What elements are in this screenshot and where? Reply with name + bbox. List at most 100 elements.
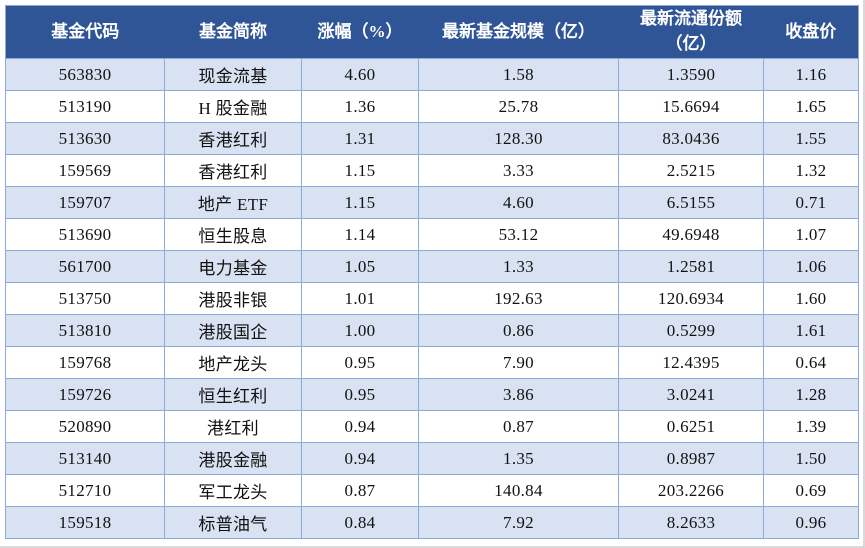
cell-scale: 192.63 [418, 282, 619, 315]
cell-close: 1.32 [763, 154, 859, 187]
cell-share: 1.2581 [618, 250, 764, 283]
cell-scale: 7.92 [418, 506, 619, 539]
cell-name: 恒生股息 [164, 218, 302, 251]
cell-share: 12.4395 [618, 346, 764, 379]
cell-name: 地产 ETF [164, 186, 302, 219]
table-row: 512710 军工龙头 0.87 140.84 203.2266 0.69 [5, 474, 859, 507]
column-header-label: 基金代码 [51, 21, 120, 41]
cell-name: 港股金融 [164, 442, 302, 475]
cell-scale: 3.86 [418, 378, 619, 411]
cell-name: 地产龙头 [164, 346, 302, 379]
cell-close: 1.16 [763, 58, 859, 91]
column-header: 收盘价 [763, 5, 859, 59]
cell-code: 513810 [5, 314, 165, 347]
cell-change: 0.95 [301, 378, 419, 411]
cell-close: 1.07 [763, 218, 859, 251]
column-header: 基金代码 [5, 5, 165, 59]
column-header: 涨幅（%） [301, 5, 419, 59]
cell-change: 0.84 [301, 506, 419, 539]
cell-close: 1.50 [763, 442, 859, 475]
cell-code: 513750 [5, 282, 165, 315]
cell-code: 513630 [5, 122, 165, 155]
table-row: 520890 港红利 0.94 0.87 0.6251 1.39 [5, 410, 859, 443]
cell-change: 1.05 [301, 250, 419, 283]
cell-scale: 1.58 [418, 58, 619, 91]
table-row: 159768 地产龙头 0.95 7.90 12.4395 0.64 [5, 346, 859, 379]
cell-share: 0.8987 [618, 442, 764, 475]
table-row: 563830 现金流基 4.60 1.58 1.3590 1.16 [5, 58, 859, 91]
cell-scale: 128.30 [418, 122, 619, 155]
table-row: 159726 恒生红利 0.95 3.86 3.0241 1.28 [5, 378, 859, 411]
cell-code: 159768 [5, 346, 165, 379]
cell-share: 1.3590 [618, 58, 764, 91]
cell-close: 0.71 [763, 186, 859, 219]
column-header-label: 最新流通份额（亿） [640, 9, 742, 53]
cell-name: 港股非银 [164, 282, 302, 315]
cell-name: 现金流基 [164, 58, 302, 91]
table-row: 513750 港股非银 1.01 192.63 120.6934 1.60 [5, 282, 859, 315]
cell-change: 1.15 [301, 154, 419, 187]
cell-name: 恒生红利 [164, 378, 302, 411]
cell-close: 1.06 [763, 250, 859, 283]
header-row: 基金代码 基金简称 涨幅（%） 最新基金规模（亿） 最新流通份额（亿） 收盘价 [5, 5, 859, 59]
cell-change: 0.94 [301, 442, 419, 475]
cell-code: 520890 [5, 410, 165, 443]
cell-share: 2.5215 [618, 154, 764, 187]
cell-scale: 1.33 [418, 250, 619, 283]
cell-code: 513690 [5, 218, 165, 251]
column-header: 最新基金规模（亿） [418, 5, 619, 59]
cell-code: 159569 [5, 154, 165, 187]
cell-code: 563830 [5, 58, 165, 91]
table-row: 159569 香港红利 1.15 3.33 2.5215 1.32 [5, 154, 859, 187]
cell-share: 3.0241 [618, 378, 764, 411]
cell-share: 0.5299 [618, 314, 764, 347]
column-header-label: 收盘价 [785, 21, 837, 41]
cell-name: 标普油气 [164, 506, 302, 539]
cell-close: 1.39 [763, 410, 859, 443]
cell-close: 0.96 [763, 506, 859, 539]
cell-change: 0.94 [301, 410, 419, 443]
cell-share: 203.2266 [618, 474, 764, 507]
cell-code: 561700 [5, 250, 165, 283]
cell-close: 1.55 [763, 122, 859, 155]
cell-name: 军工龙头 [164, 474, 302, 507]
table-body: 563830 现金流基 4.60 1.58 1.3590 1.16 513190 H 股金融 1… [5, 58, 859, 539]
cell-change: 1.00 [301, 314, 419, 347]
cell-scale: 53.12 [418, 218, 619, 251]
column-header-label: 基金简称 [199, 21, 267, 41]
table-row: 561700 电力基金 1.05 1.33 1.2581 1.06 [5, 250, 859, 283]
cell-scale: 7.90 [418, 346, 619, 379]
cell-share: 8.2633 [618, 506, 764, 539]
table-row: 513630 香港红利 1.31 128.30 83.0436 1.55 [5, 122, 859, 155]
cell-change: 0.87 [301, 474, 419, 507]
cell-change: 1.15 [301, 186, 419, 219]
cell-code: 513190 [5, 90, 165, 123]
cell-scale: 3.33 [418, 154, 619, 187]
cell-code: 159726 [5, 378, 165, 411]
table-header: 基金代码 基金简称 涨幅（%） 最新基金规模（亿） 最新流通份额（亿） 收盘价 [5, 5, 859, 59]
column-header-label: 最新基金规模（亿） [442, 21, 595, 41]
cell-close: 0.69 [763, 474, 859, 507]
cell-name: 香港红利 [164, 122, 302, 155]
column-header-label: 涨幅（%） [317, 21, 403, 41]
cell-close: 0.64 [763, 346, 859, 379]
table-row: 513810 港股国企 1.00 0.86 0.5299 1.61 [5, 314, 859, 347]
table-row: 513140 港股金融 0.94 1.35 0.8987 1.50 [5, 442, 859, 475]
cell-name: H 股金融 [164, 90, 302, 123]
cell-share: 15.6694 [618, 90, 764, 123]
cell-close: 1.61 [763, 314, 859, 347]
cell-change: 1.36 [301, 90, 419, 123]
cell-scale: 0.87 [418, 410, 619, 443]
cell-scale: 0.86 [418, 314, 619, 347]
cell-close: 1.60 [763, 282, 859, 315]
cell-scale: 4.60 [418, 186, 619, 219]
table-row: 159518 标普油气 0.84 7.92 8.2633 0.96 [5, 506, 859, 539]
cell-code: 513140 [5, 442, 165, 475]
table-row: 513190 H 股金融 1.36 25.78 15.6694 1.65 [5, 90, 859, 123]
cell-share: 83.0436 [618, 122, 764, 155]
cell-code: 159518 [5, 506, 165, 539]
cell-name: 港红利 [164, 410, 302, 443]
cell-share: 120.6934 [618, 282, 764, 315]
cell-scale: 140.84 [418, 474, 619, 507]
